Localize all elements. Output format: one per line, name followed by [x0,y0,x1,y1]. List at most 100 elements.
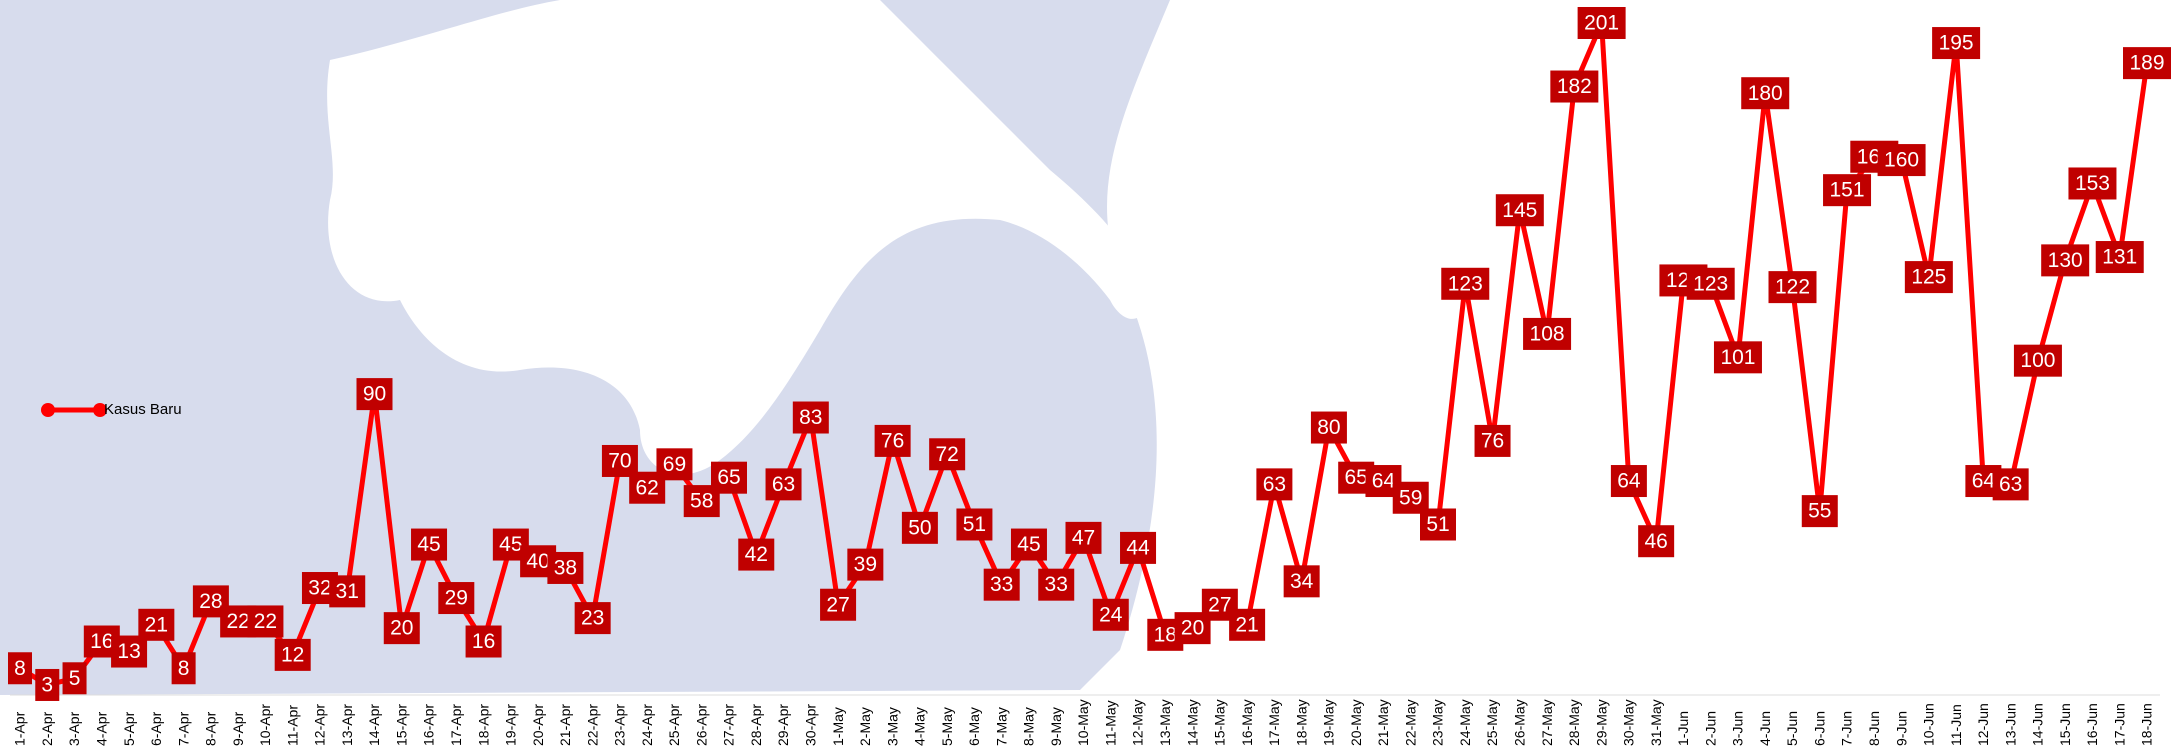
data-label: 145 [1495,194,1544,227]
data-label-text: 64 [1617,470,1641,493]
data-label-text: 29 [445,587,468,610]
data-label: 47 [1065,521,1102,554]
x-tick-label: 18-Jun [2139,703,2155,746]
data-label-text: 83 [799,406,822,429]
data-label-text: 22 [254,610,277,633]
data-label-box [1392,481,1429,514]
data-label-text: 64 [1972,470,1996,493]
data-label-box [901,511,938,544]
x-tick-label: 22-Apr [584,704,600,746]
x-tick-label: 21-Apr [557,704,573,746]
x-tick-label: 8-May [1021,707,1037,746]
data-label-box [1992,468,2029,501]
data-label-text: 13 [117,640,140,663]
data-label: 45 [1010,528,1047,561]
x-tick-label: 10-May [1075,699,1091,746]
data-label: 5 [62,662,87,695]
x-tick-label: 5-Jun [1784,711,1800,746]
x-tick-label: 20-May [1348,699,1364,746]
data-label: 8 [171,652,196,685]
data-label: 108 [1523,317,1572,350]
data-label: 100 [2013,344,2062,377]
data-label: 33 [983,568,1020,601]
x-tick-label: 24-May [1457,699,1473,746]
data-label: 31 [329,575,366,608]
data-label: 51 [956,508,993,541]
data-label-text: 130 [2048,249,2083,272]
data-label-box [1120,531,1157,564]
data-label-text: 63 [1999,473,2022,496]
data-label-text: 20 [390,617,413,640]
data-label-box [574,602,611,635]
x-tick-label: 11-Apr [284,705,300,746]
data-label-box [383,612,420,645]
data-label-text: 47 [1072,526,1095,549]
data-label: 33 [1038,568,1075,601]
x-tick-label: 4-Jun [1757,711,1773,746]
data-label: 122 [1768,271,1817,304]
x-tick-label: 29-Apr [775,704,791,746]
x-tick-label: 4-May [912,707,928,746]
data-label: 29 [438,582,475,615]
data-label: 65 [711,461,747,494]
data-label-box [62,662,87,695]
data-label: 27 [1201,588,1238,621]
data-label-box [1686,267,1735,300]
data-label-text: 72 [935,443,958,466]
data-label-text: 45 [417,533,440,556]
x-tick-label: 20-Apr [530,704,546,746]
data-label: 182 [1550,70,1599,103]
data-label: 21 [1229,608,1266,641]
data-label-box [1550,70,1599,103]
data-label-box [2041,244,2090,277]
data-label-text: 33 [990,573,1013,596]
data-label: 38 [547,551,584,584]
data-label-text: 195 [1939,32,1974,55]
x-tick-label: 21-May [1375,699,1391,746]
data-label-text: 8 [14,657,26,680]
x-tick-label: 4-Apr [94,711,110,746]
data-label: 51 [1420,508,1456,541]
data-label-text: 27 [1208,593,1231,616]
data-label-box [1801,495,1838,528]
data-label-text: 55 [1808,500,1831,523]
data-label-text: 39 [854,553,877,576]
data-label-box [329,575,366,608]
data-label-text: 16 [90,630,113,653]
data-label: 76 [1474,424,1511,457]
data-label: 62 [629,471,666,504]
data-label-text: 100 [2020,349,2055,372]
data-label-text: 201 [1584,12,1619,35]
data-label-box [765,468,802,501]
data-label-box [874,424,911,457]
data-label-text: 40 [526,550,549,573]
data-label: 63 [765,468,802,501]
data-label: 72 [929,438,966,471]
x-tick-label: 14-May [1184,699,1200,746]
data-label-box [738,538,775,571]
data-label: 123 [1441,267,1490,300]
x-tick-label: 13-Apr [339,704,355,746]
x-tick-label: 27-May [1539,699,1555,746]
data-label: 13 [111,635,148,668]
x-tick-label: 18-May [1293,699,1309,746]
x-tick-label: 23-Apr [612,704,628,746]
data-label-box [711,461,747,494]
data-label-box [1310,411,1347,444]
x-tick-label: 17-Apr [448,704,464,746]
data-label-box [2013,344,2062,377]
x-tick-label: 5-May [939,707,955,746]
x-tick-label: 5-Apr [121,711,137,746]
x-tick-label: 12-Apr [312,704,328,746]
data-label-box [1283,565,1320,598]
x-tick-label: 16-Jun [2084,703,2100,746]
data-label-box [8,652,32,685]
x-tick-label: 6-Apr [148,711,164,746]
data-label: 12 [274,638,311,671]
data-label-text: 3 [41,674,53,697]
x-tick-label: 6-May [966,707,982,746]
data-label-text: 51 [1426,513,1449,536]
data-label: 21 [138,608,175,641]
data-label-box [356,378,393,411]
data-label-box [1610,465,1647,498]
